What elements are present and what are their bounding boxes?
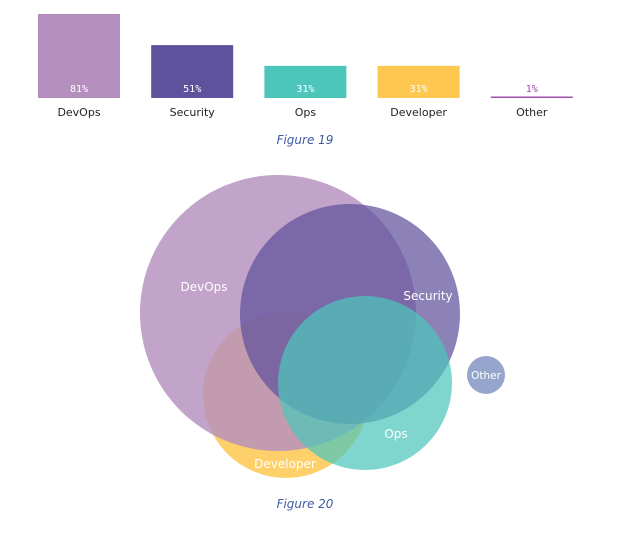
bar-value-label-other: 1% (526, 84, 538, 95)
bar-chart: 81% DevOps 51% Security 31% Ops 31% Developer 1%… (38, 14, 573, 119)
bar-value-label-developer: 31% (410, 84, 428, 95)
bar-security (151, 45, 234, 98)
venn-label-security: Security (403, 289, 452, 303)
bar-ops (264, 65, 347, 98)
bar-value-label-security: 51% (183, 84, 201, 95)
bar-category-label-other: Other (516, 106, 548, 119)
venn-circle-other (467, 356, 505, 394)
bar-value-label-devops: 81% (70, 84, 88, 95)
bar-devops (38, 14, 120, 98)
venn-label-developer: Developer (254, 457, 316, 471)
venn-label-other: Other (471, 370, 501, 382)
figure-19-caption: Figure 19 (277, 133, 334, 147)
bar-value-label-ops: 31% (296, 84, 314, 95)
bar-category-label-security: Security (170, 106, 216, 119)
bar-developer (377, 65, 460, 98)
bar-category-label-developer: Developer (390, 106, 447, 119)
venn-label-devops: DevOps (180, 280, 227, 294)
bar-category-label-ops: Ops (295, 106, 317, 119)
figure-20-caption: Figure 20 (277, 497, 334, 511)
venn-label-ops: Ops (384, 427, 407, 441)
venn-diagram: DevOps Security Ops Developer Other (140, 175, 505, 478)
bar-other (490, 96, 573, 98)
venn-circle-ops (278, 296, 452, 470)
bar-category-label-devops: DevOps (57, 106, 100, 119)
